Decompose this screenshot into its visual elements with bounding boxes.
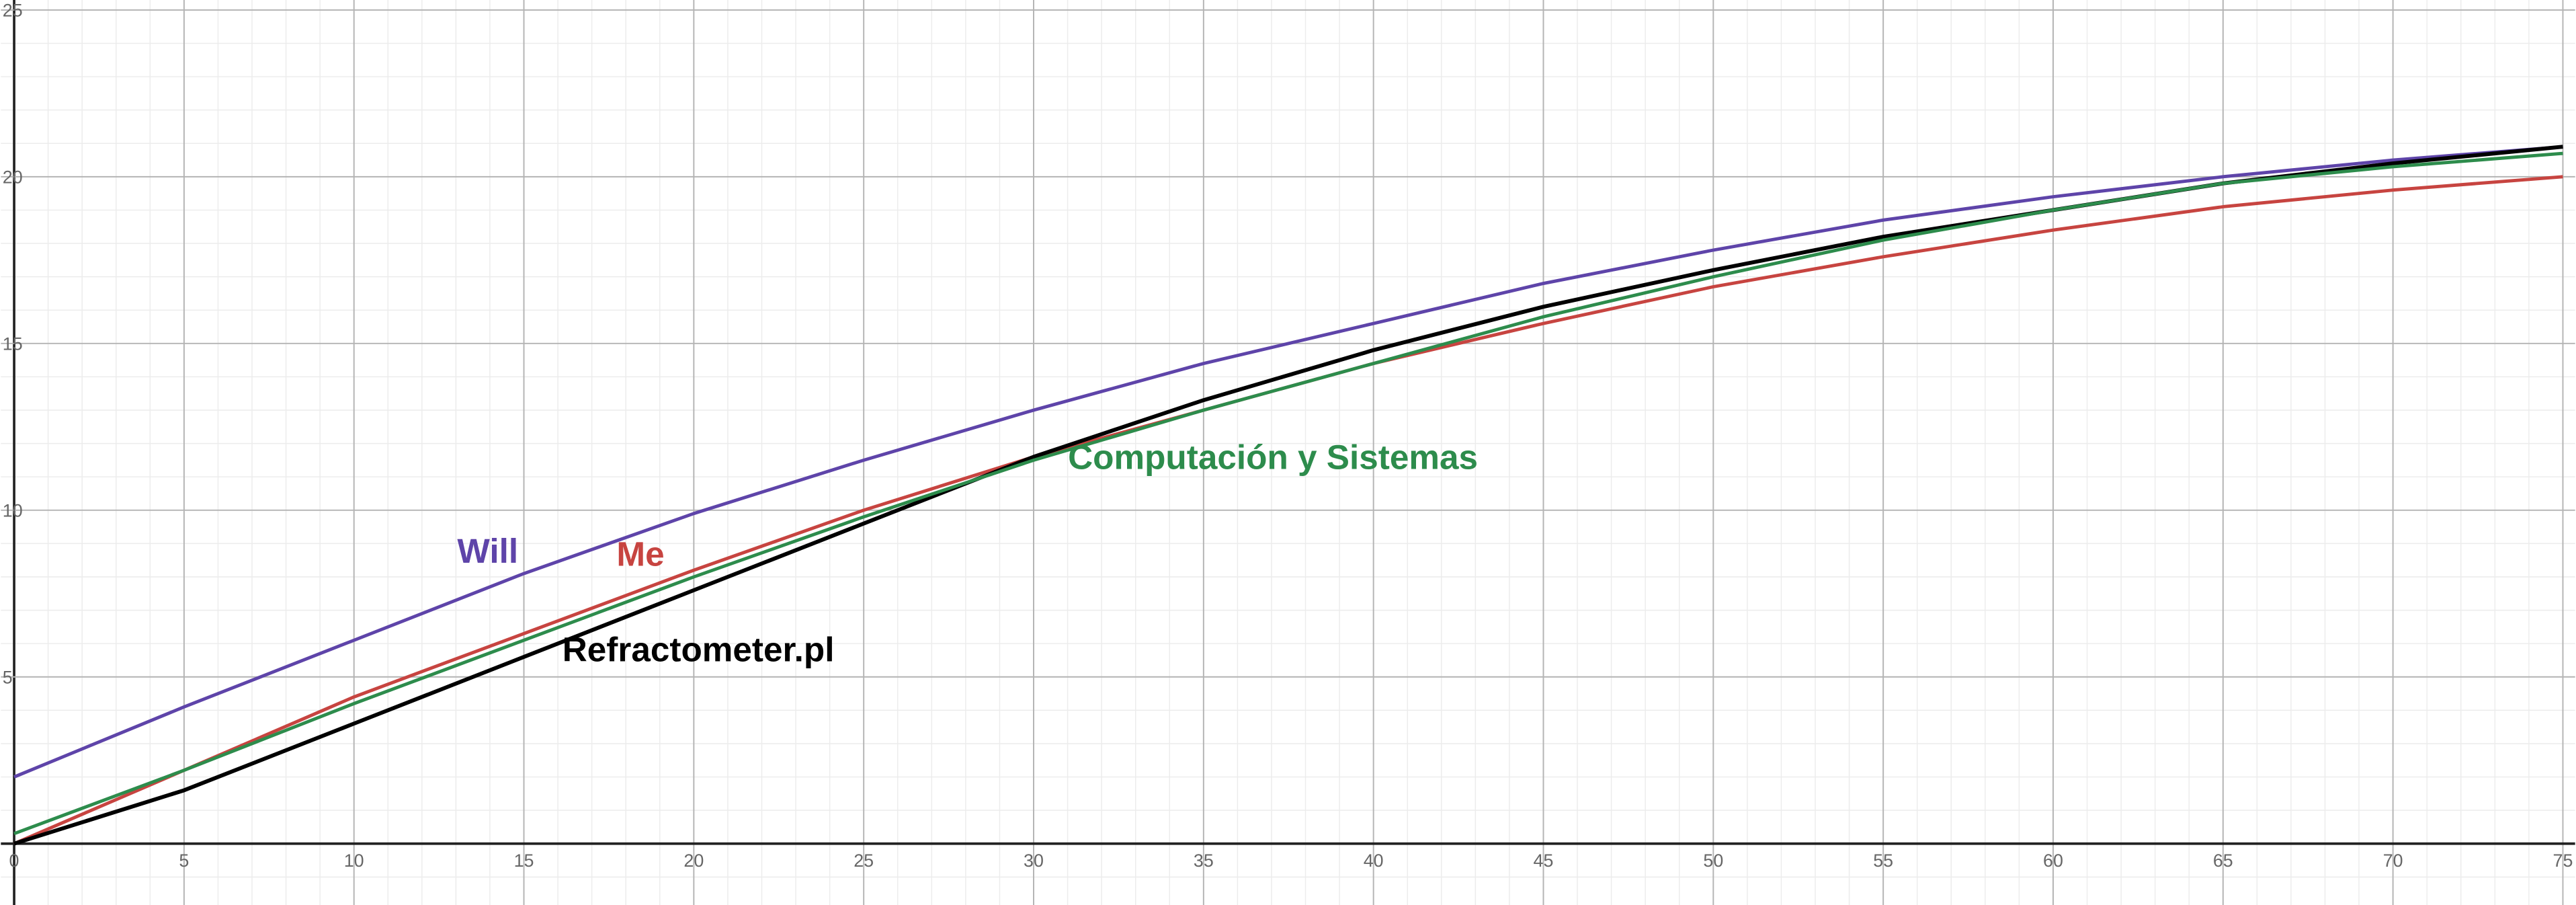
series-label: Me — [616, 535, 664, 574]
x-tick-label: 75 — [2553, 851, 2573, 871]
x-tick-label: 30 — [1024, 851, 1044, 871]
x-tick-label: 10 — [344, 851, 364, 871]
x-tick-label: 20 — [683, 851, 704, 871]
y-tick-label: 20 — [3, 167, 23, 188]
x-tick-label: 50 — [1703, 851, 1723, 871]
series-label: Computación y Sistemas — [1068, 438, 1478, 477]
x-tick-label: 15 — [514, 851, 534, 871]
x-tick-label: 5 — [179, 851, 189, 871]
x-tick-label: 25 — [854, 851, 874, 871]
x-tick-label: 35 — [1194, 851, 1214, 871]
y-tick-label: 15 — [3, 334, 23, 354]
x-tick-label: 65 — [2213, 851, 2233, 871]
y-tick-label: 10 — [3, 501, 23, 521]
x-tick-label: 55 — [1873, 851, 1893, 871]
y-tick-label: 25 — [3, 1, 23, 21]
x-tick-label: 0 — [9, 851, 19, 871]
x-tick-label: 45 — [1534, 851, 1554, 871]
y-tick-label: 5 — [3, 668, 13, 688]
series-line — [13, 151, 2563, 836]
x-tick-label: 70 — [2383, 851, 2403, 871]
series-label: Will — [457, 532, 518, 570]
x-tick-label: 40 — [1364, 851, 1384, 871]
series-label: Refractometer.pl — [563, 630, 835, 668]
x-tick-label: 60 — [2043, 851, 2063, 871]
series-line — [13, 145, 2563, 779]
